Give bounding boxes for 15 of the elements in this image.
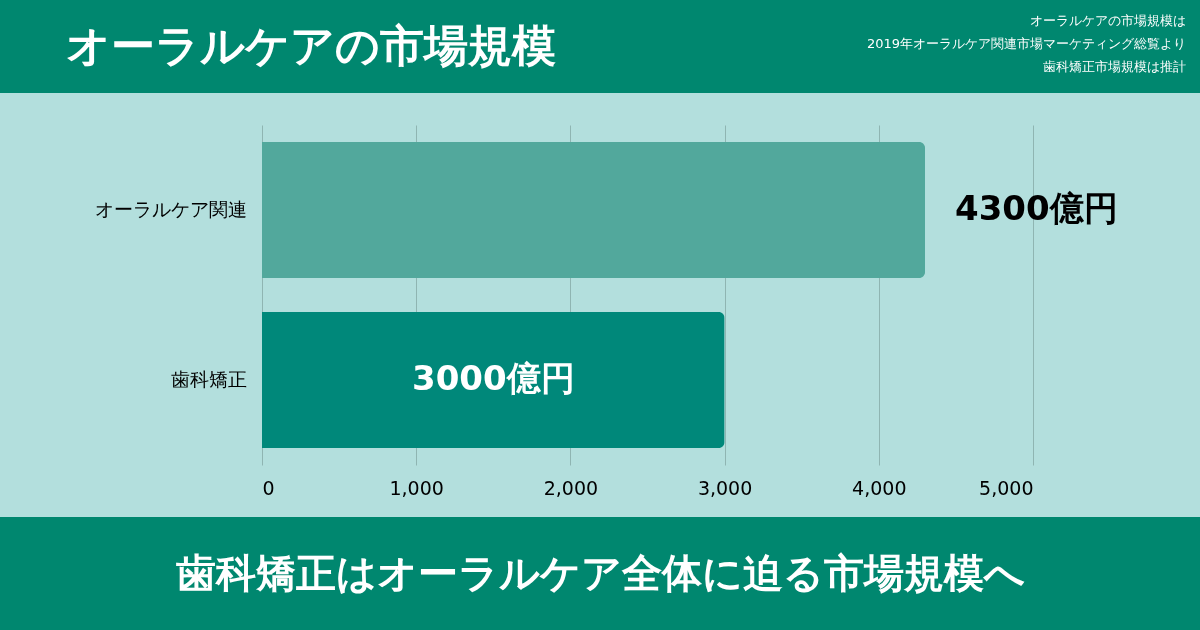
x-tick-label: 5,000 bbox=[979, 476, 1034, 499]
y-tick-label: オーラルケア関連 bbox=[94, 198, 247, 220]
chart-title: オーラルケアの市場規模 bbox=[66, 20, 556, 71]
x-tick-label: 4,000 bbox=[852, 476, 907, 499]
data-label: 3000億円 bbox=[411, 358, 575, 398]
data-label: 4300億円 bbox=[955, 188, 1118, 228]
text: 歯科矯正はオーラルケア全体に迫る市場規模へ bbox=[175, 550, 1025, 596]
x-tick-label: 0 bbox=[262, 476, 275, 499]
text: オーラルケアの市場規模は bbox=[1030, 13, 1186, 28]
text: 歯科矯正市場規模は推計 bbox=[1043, 59, 1186, 74]
text: 2019年オーラルケア関連市場マーケティング総覧より bbox=[866, 36, 1186, 51]
x-tick-label: 1,000 bbox=[389, 476, 444, 499]
y-tick-label: 歯科矯正 bbox=[170, 368, 247, 390]
x-tick-label: 3,000 bbox=[697, 476, 753, 499]
x-tick-label: 2,000 bbox=[543, 476, 599, 499]
